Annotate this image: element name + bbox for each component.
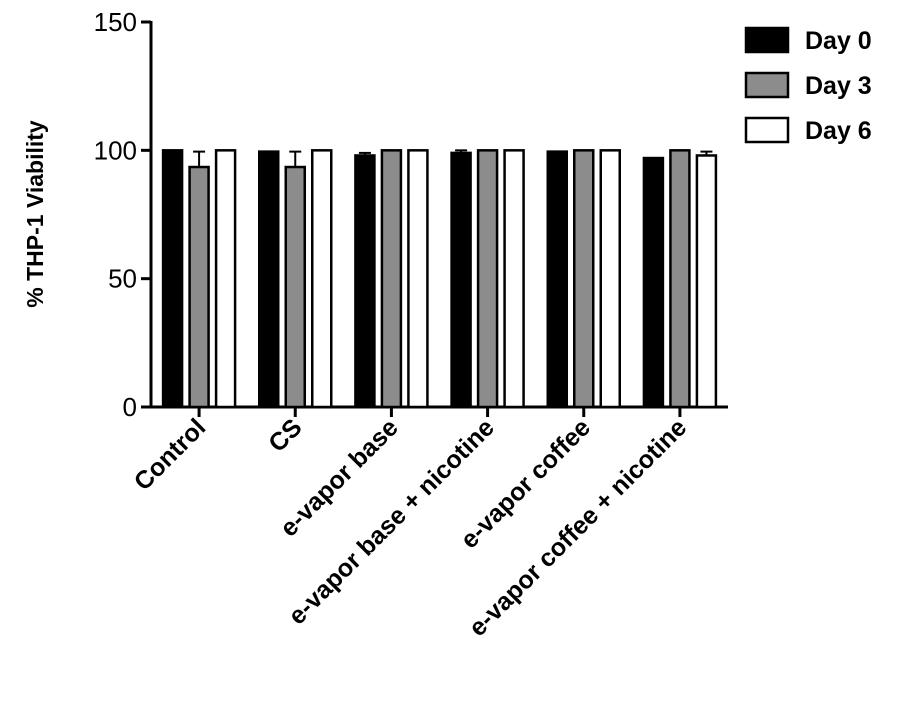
bar <box>642 156 665 409</box>
bar <box>188 165 210 409</box>
bar <box>380 149 403 409</box>
y-tick-label: 0 <box>123 392 137 422</box>
legend: Day 0 Day 3 Day 6 <box>744 26 872 145</box>
error-bars <box>193 149 713 168</box>
bar <box>258 150 280 409</box>
bar <box>573 149 595 409</box>
y-axis: 0 50 100 150 <box>94 7 153 422</box>
bar <box>599 149 621 409</box>
bar <box>311 149 333 409</box>
bar <box>354 154 376 409</box>
bar <box>503 149 525 409</box>
y-tick-label: 150 <box>94 7 137 37</box>
y-tick-label: 50 <box>108 264 137 294</box>
y-axis-title: % THP-1 Viability <box>22 120 48 308</box>
legend-swatch <box>744 71 790 99</box>
bar <box>476 149 499 409</box>
x-tick-label: CS <box>263 413 307 457</box>
bar <box>695 154 718 409</box>
legend-label: Day 6 <box>805 117 872 145</box>
bar <box>284 165 306 409</box>
bar <box>450 151 472 409</box>
bar <box>214 149 237 409</box>
y-tick-label: 100 <box>94 135 137 165</box>
legend-swatch <box>744 116 790 144</box>
bar <box>546 150 568 409</box>
bar <box>161 149 184 409</box>
legend-swatch <box>744 26 790 54</box>
x-tick-label: Control <box>129 413 212 496</box>
legend-label: Day 3 <box>805 72 872 100</box>
bar <box>407 149 429 409</box>
bars <box>161 149 718 409</box>
legend-label: Day 0 <box>805 27 872 55</box>
bar <box>669 149 691 409</box>
